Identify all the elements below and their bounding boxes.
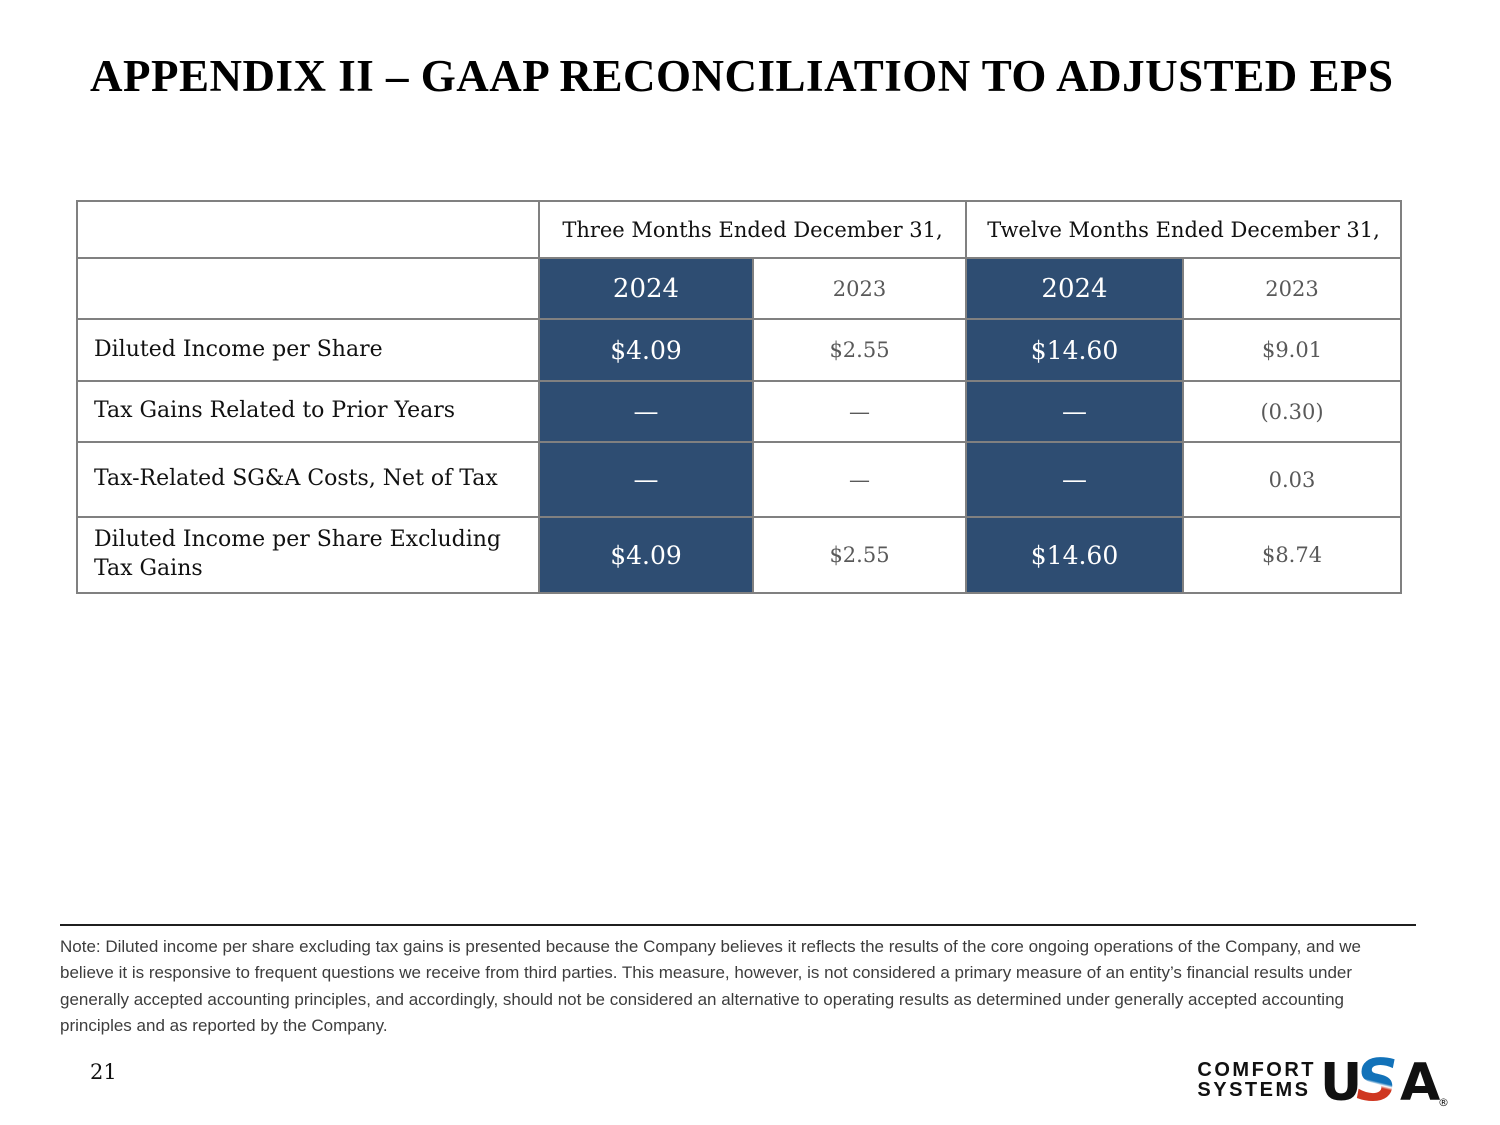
logo-usa-letter-s-swoosh: S bbox=[1356, 1052, 1398, 1110]
page-title: APPENDIX II – GAAP RECONCILIATION TO ADJ… bbox=[90, 51, 1394, 101]
value-cell: — bbox=[965, 380, 1185, 443]
row-label: Diluted Income per Share bbox=[76, 318, 540, 382]
logo-usa-letter-u: U bbox=[1320, 1053, 1362, 1110]
column-group-header-twelve-months: Twelve Months Ended December 31, bbox=[965, 200, 1403, 259]
value-cell: $14.60 bbox=[965, 516, 1185, 594]
value-cell: $2.55 bbox=[751, 516, 968, 594]
value-cell: — bbox=[965, 441, 1185, 518]
table-row: Diluted Income per Share $4.09 $2.55 $14… bbox=[76, 318, 1403, 382]
value-cell: $4.09 bbox=[538, 516, 754, 594]
value-cell: $8.74 bbox=[1182, 516, 1403, 594]
page-number: 21 bbox=[90, 1060, 117, 1084]
value-cell: — bbox=[751, 441, 968, 518]
table-row: Diluted Income per Share Excluding Tax G… bbox=[76, 516, 1403, 594]
table-row-group-headers: Three Months Ended December 31, Twelve M… bbox=[76, 200, 1403, 259]
value-cell: $4.09 bbox=[538, 318, 754, 382]
year-header-2024-q: 2024 bbox=[538, 257, 754, 320]
value-cell: $9.01 bbox=[1182, 318, 1403, 382]
year-header-2023-q: 2023 bbox=[751, 257, 968, 320]
value-cell: $14.60 bbox=[965, 318, 1185, 382]
row-label: Diluted Income per Share Excluding Tax G… bbox=[76, 516, 540, 594]
comfort-systems-usa-logo: COMFORT SYSTEMS U S A ® bbox=[1197, 1052, 1448, 1110]
footnote-text: Note: Diluted income per share excluding… bbox=[60, 937, 1361, 1036]
logo-word-comfort: COMFORT bbox=[1197, 1059, 1316, 1082]
value-cell: — bbox=[751, 380, 968, 443]
table-row-year-headers: 2024 2023 2024 2023 bbox=[76, 257, 1403, 320]
gaap-reconciliation-table: Three Months Ended December 31, Twelve M… bbox=[76, 200, 1403, 594]
value-cell: (0.30) bbox=[1182, 380, 1403, 443]
year-header-2024-y: 2024 bbox=[965, 257, 1185, 320]
value-cell: $2.55 bbox=[751, 318, 968, 382]
logo-registered-mark: ® bbox=[1438, 1096, 1448, 1109]
value-cell: — bbox=[538, 441, 754, 518]
row-label: Tax Gains Related to Prior Years bbox=[76, 380, 540, 443]
logo-usa-letter-a: A bbox=[1400, 1053, 1440, 1110]
row-label: Tax-Related SG&A Costs, Net of Tax bbox=[76, 441, 540, 518]
empty-cell bbox=[76, 257, 540, 320]
year-header-2023-y: 2023 bbox=[1182, 257, 1403, 320]
table-row: Tax-Related SG&A Costs, Net of Tax — — —… bbox=[76, 441, 1403, 518]
column-group-header-three-months: Three Months Ended December 31, bbox=[537, 200, 968, 259]
table-row: Tax Gains Related to Prior Years — — — (… bbox=[76, 380, 1403, 443]
value-cell: 0.03 bbox=[1182, 441, 1403, 518]
logo-word-systems: SYSTEMS bbox=[1197, 1079, 1311, 1101]
note-divider bbox=[60, 924, 1416, 926]
logo-usa-mark: U S A ® bbox=[1320, 1052, 1448, 1110]
logo-wordmark: COMFORT SYSTEMS bbox=[1197, 1061, 1316, 1100]
value-cell: — bbox=[538, 380, 754, 443]
corner-cell bbox=[76, 200, 540, 259]
